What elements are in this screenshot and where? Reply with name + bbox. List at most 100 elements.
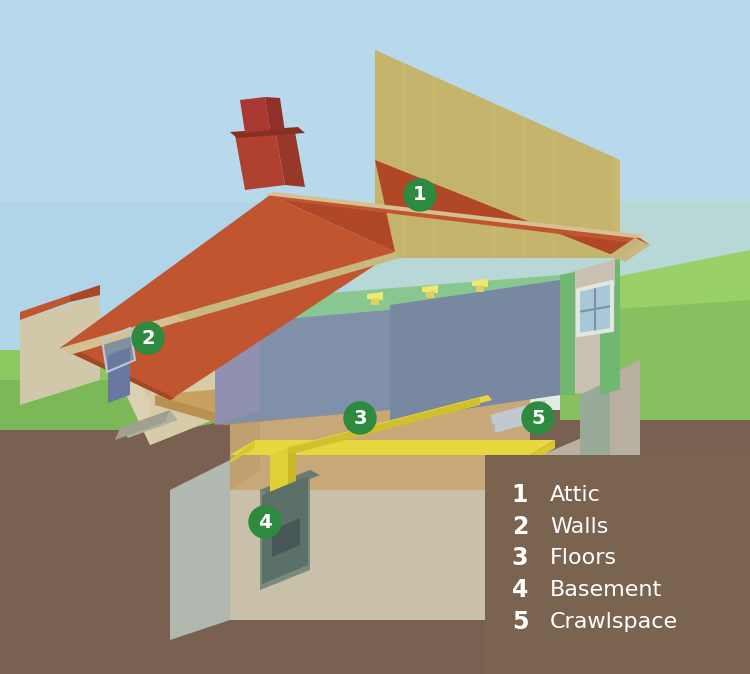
Polygon shape (60, 315, 185, 355)
Polygon shape (230, 460, 530, 620)
Polygon shape (215, 295, 560, 425)
Text: 5: 5 (512, 610, 528, 634)
Polygon shape (262, 476, 308, 584)
Polygon shape (0, 380, 230, 440)
Polygon shape (0, 0, 750, 371)
Polygon shape (0, 0, 750, 202)
Polygon shape (260, 470, 320, 495)
Circle shape (344, 402, 376, 434)
Polygon shape (175, 252, 400, 322)
Polygon shape (240, 97, 270, 133)
Polygon shape (600, 250, 750, 310)
Polygon shape (350, 200, 750, 420)
Polygon shape (230, 440, 255, 463)
Text: 3: 3 (353, 408, 367, 427)
Text: 4: 4 (512, 578, 528, 602)
Text: 5: 5 (531, 408, 544, 427)
Polygon shape (288, 395, 488, 448)
Circle shape (404, 179, 436, 211)
Polygon shape (390, 280, 560, 420)
Polygon shape (270, 160, 640, 258)
Polygon shape (20, 295, 70, 320)
Polygon shape (215, 295, 600, 335)
Polygon shape (156, 335, 214, 411)
Text: 4: 4 (258, 512, 272, 532)
Polygon shape (265, 97, 285, 132)
Polygon shape (560, 280, 750, 420)
Polygon shape (275, 130, 305, 187)
Polygon shape (426, 291, 434, 298)
Polygon shape (472, 279, 488, 287)
Polygon shape (230, 390, 530, 490)
Polygon shape (144, 335, 202, 411)
Polygon shape (615, 258, 620, 390)
Polygon shape (405, 63, 433, 258)
Polygon shape (235, 130, 285, 190)
Polygon shape (270, 195, 650, 245)
Polygon shape (610, 238, 650, 262)
Polygon shape (296, 395, 492, 450)
Polygon shape (530, 430, 600, 620)
Polygon shape (600, 360, 640, 500)
Polygon shape (371, 298, 379, 305)
Polygon shape (230, 127, 305, 138)
Polygon shape (490, 400, 550, 433)
Polygon shape (170, 460, 230, 640)
Polygon shape (288, 445, 296, 495)
Polygon shape (560, 258, 620, 395)
Circle shape (132, 322, 164, 354)
Polygon shape (115, 410, 170, 440)
Polygon shape (525, 117, 553, 258)
Polygon shape (367, 292, 383, 300)
Text: Walls: Walls (550, 517, 608, 537)
Polygon shape (270, 448, 288, 502)
Text: Floors: Floors (550, 548, 617, 568)
Polygon shape (476, 285, 484, 292)
Text: 3: 3 (512, 546, 528, 570)
Polygon shape (230, 470, 560, 490)
Polygon shape (560, 272, 575, 395)
Polygon shape (288, 398, 480, 455)
Polygon shape (0, 410, 750, 674)
Polygon shape (215, 310, 260, 425)
Polygon shape (60, 345, 175, 400)
Polygon shape (555, 131, 583, 258)
Polygon shape (100, 310, 225, 445)
Polygon shape (108, 347, 130, 403)
Polygon shape (120, 410, 178, 438)
Text: Basement: Basement (550, 580, 662, 600)
Polygon shape (20, 295, 100, 405)
Polygon shape (530, 440, 555, 463)
Polygon shape (230, 390, 260, 490)
Polygon shape (585, 144, 613, 258)
Text: 1: 1 (512, 483, 528, 507)
Polygon shape (70, 285, 100, 302)
Polygon shape (350, 300, 390, 410)
Polygon shape (610, 238, 640, 260)
Polygon shape (155, 360, 600, 415)
Polygon shape (108, 335, 166, 411)
Polygon shape (485, 455, 750, 674)
Circle shape (522, 402, 554, 434)
Polygon shape (580, 380, 610, 470)
Polygon shape (465, 90, 493, 258)
Text: Attic: Attic (550, 485, 601, 505)
Text: 1: 1 (413, 185, 427, 204)
Polygon shape (175, 275, 600, 325)
Circle shape (249, 506, 281, 538)
Polygon shape (0, 350, 200, 380)
Polygon shape (265, 192, 645, 238)
Polygon shape (272, 518, 300, 557)
Text: Crawlspace: Crawlspace (550, 612, 678, 632)
Polygon shape (422, 285, 438, 293)
Polygon shape (155, 395, 225, 425)
Polygon shape (435, 77, 463, 258)
Polygon shape (225, 380, 600, 425)
Polygon shape (578, 282, 612, 335)
Polygon shape (150, 315, 225, 445)
Polygon shape (600, 285, 618, 395)
Polygon shape (260, 470, 310, 590)
Polygon shape (600, 378, 605, 500)
Polygon shape (0, 430, 750, 674)
Polygon shape (120, 335, 178, 411)
